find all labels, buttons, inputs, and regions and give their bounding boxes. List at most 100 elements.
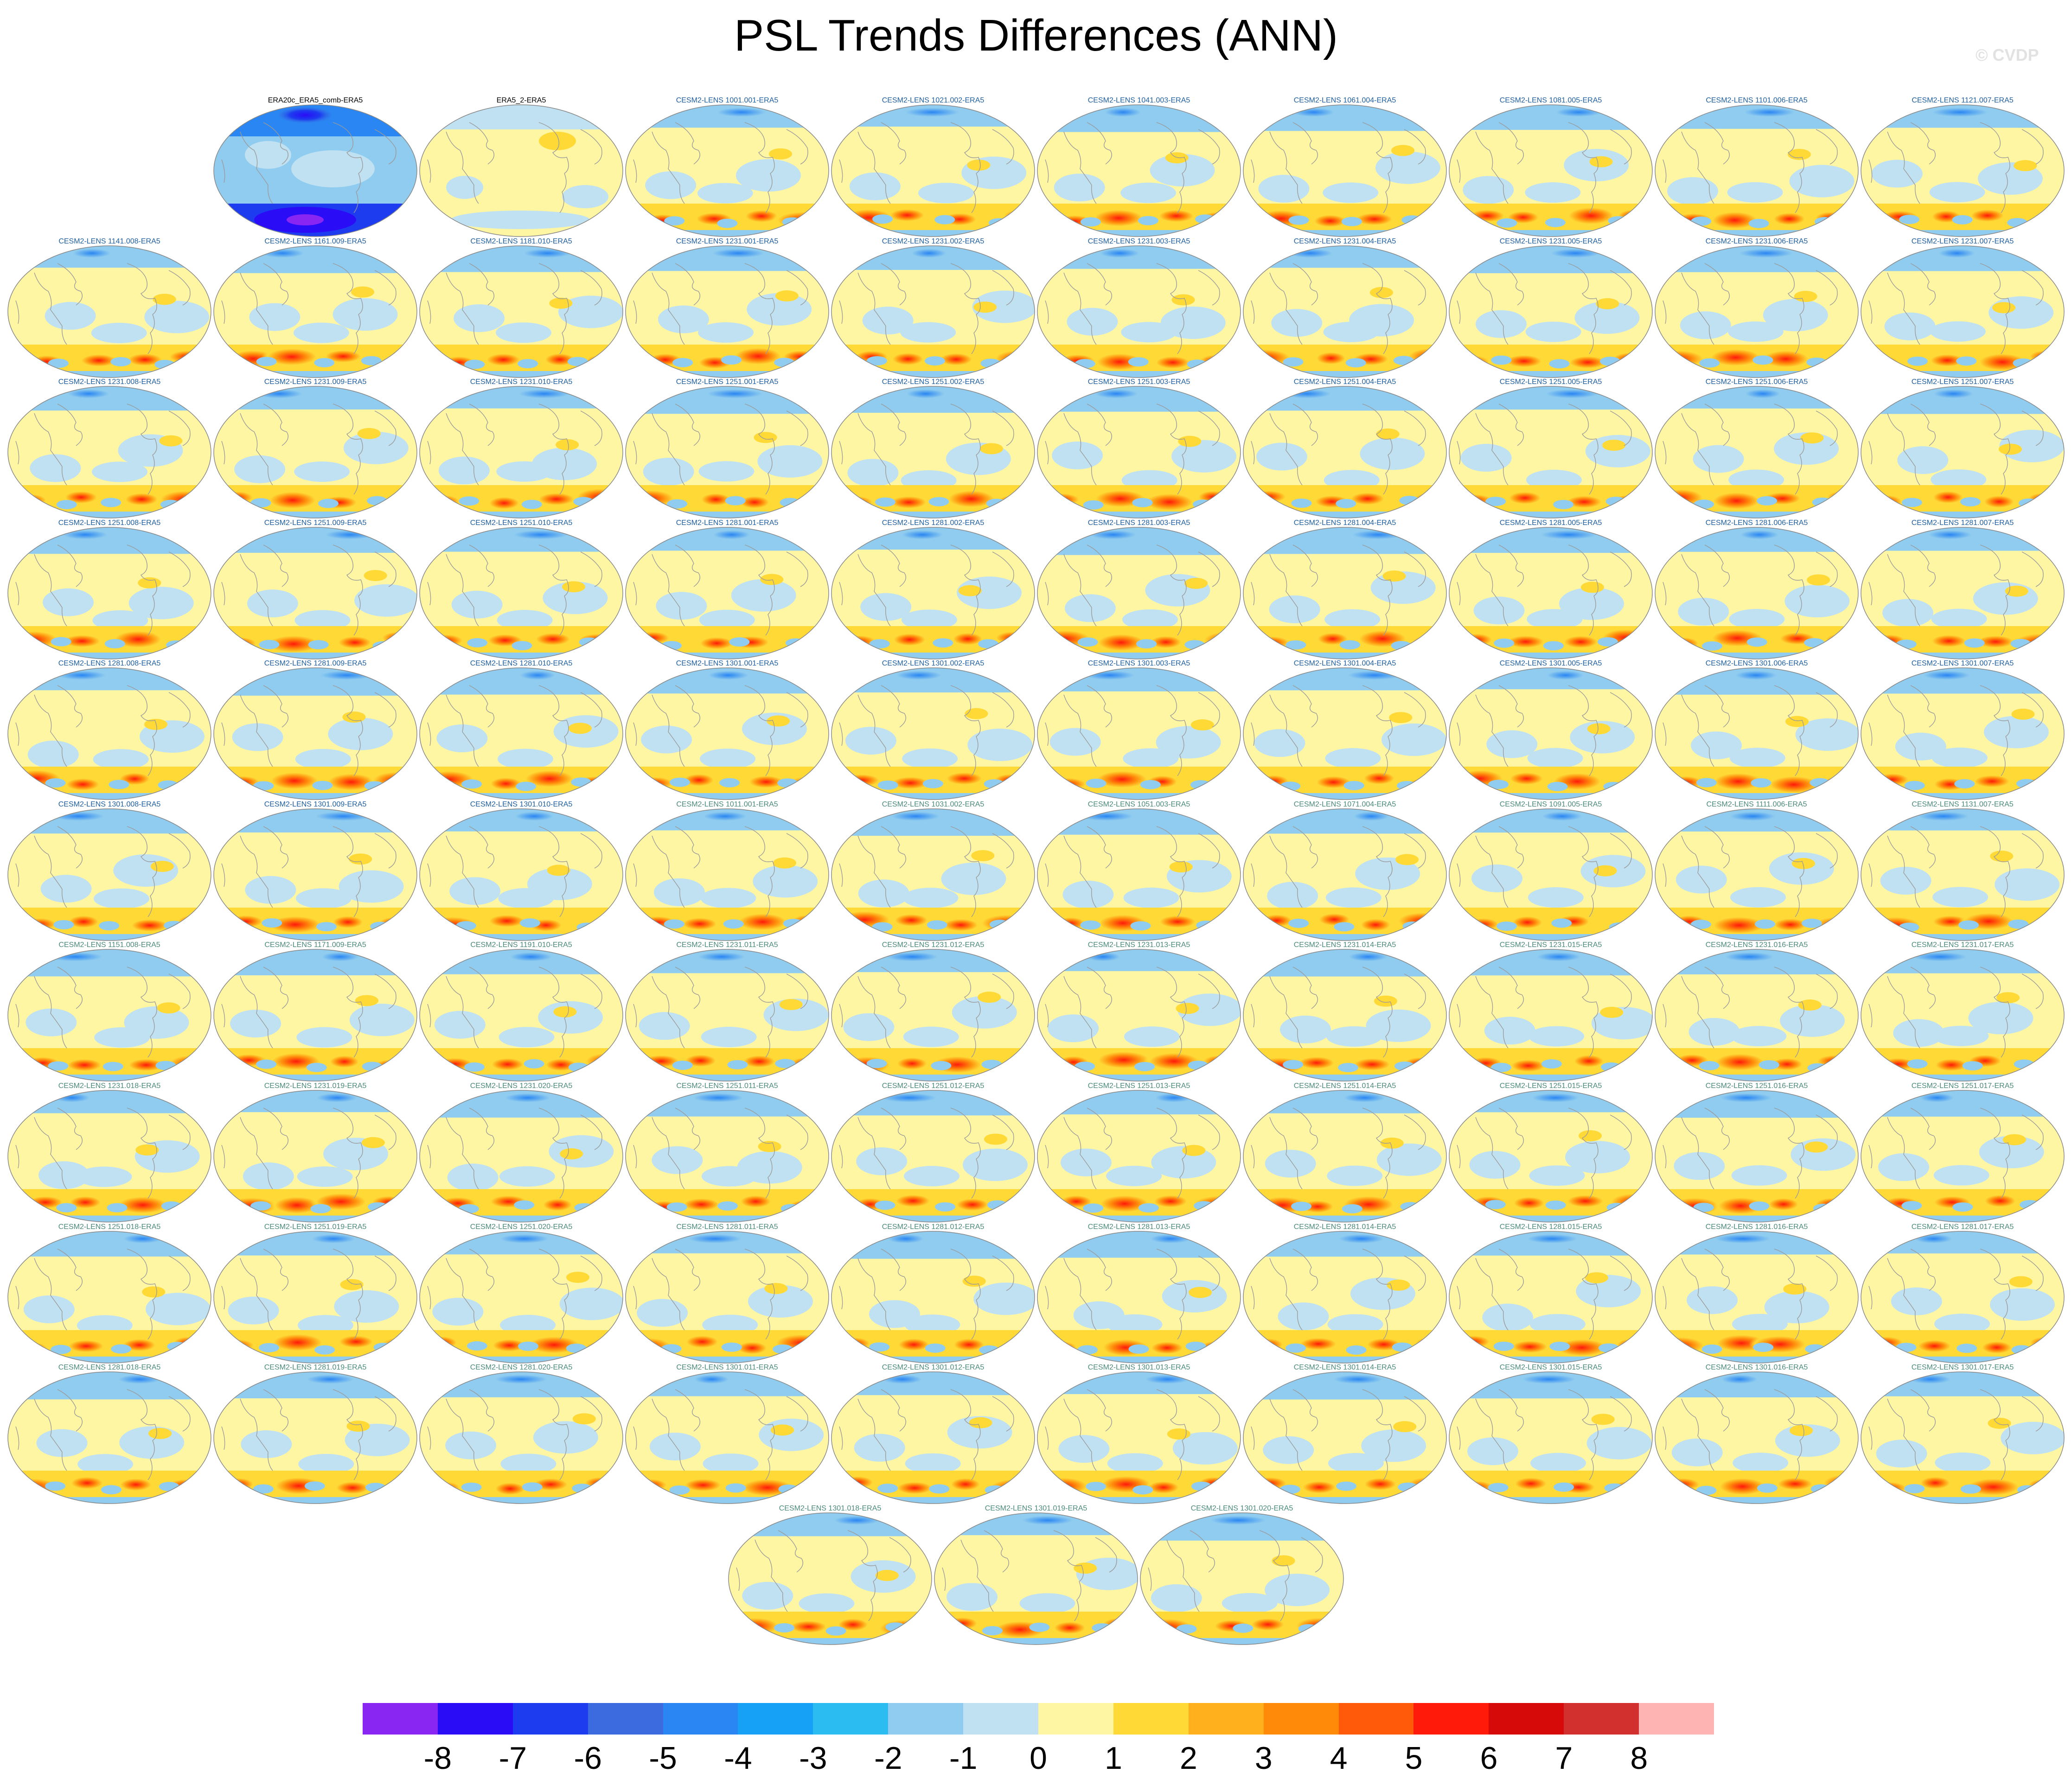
negative-anomaly: [314, 1345, 335, 1355]
panel-title: CESM2-LENS 1301.009-ERA5: [264, 800, 367, 808]
negative-anomaly: [1814, 217, 1835, 227]
map-plot: [1861, 949, 2065, 1082]
anomaly-region: [1263, 1436, 1314, 1464]
positive-anomaly: [1247, 1617, 1288, 1632]
map-border: [1655, 245, 1859, 378]
coastlines: [1251, 544, 1426, 636]
coastlines: [633, 685, 808, 776]
coastlines: [1457, 122, 1632, 213]
anomaly-region: [36, 1429, 88, 1457]
anomaly-region: [1323, 321, 1379, 342]
panel-title: CESM2-LENS 1281.006-ERA5: [1705, 519, 1808, 527]
positive-anomaly: [1041, 1340, 1080, 1355]
map-plot: [213, 245, 417, 378]
map-plot: [419, 245, 623, 378]
anomaly-region: [45, 302, 96, 330]
positive-anomaly: [1357, 917, 1394, 933]
arctic-field: [1037, 1231, 1241, 1258]
positive-anomaly: [1199, 1054, 1241, 1069]
anomaly-region: [333, 298, 398, 331]
map-panel: CESM2-LENS 1301.008-ERA5: [6, 800, 212, 942]
anomaly-region: [1376, 428, 1400, 440]
coastlines: [1251, 967, 1426, 1058]
coastlines: [1251, 1107, 1426, 1199]
negative-anomaly: [666, 1202, 687, 1212]
map-panel: CESM2-LENS 1281.002-ERA5: [830, 519, 1036, 660]
negative-anomaly: [1341, 217, 1362, 226]
negative-anomaly: [774, 1623, 795, 1632]
positive-anomaly: [270, 1475, 327, 1496]
coastlines: [1045, 1389, 1220, 1480]
negative-anomaly: [314, 358, 335, 368]
positive-anomaly: [891, 913, 932, 928]
map-plot: [7, 527, 211, 659]
negative-anomaly: [866, 1059, 887, 1069]
map-panel: CESM2-LENS 1231.013-ERA5: [1036, 941, 1242, 1082]
negative-anomaly: [725, 1483, 746, 1493]
map-border: [1243, 527, 1447, 659]
coastlines: [1251, 403, 1426, 495]
map-panel: CESM2-LENS 1301.013-ERA5: [1036, 1364, 1242, 1505]
map-panel: CESM2-LENS 1231.009-ERA5: [212, 378, 418, 519]
arctic-field: [8, 1231, 211, 1257]
positive-anomaly: [1978, 1340, 2015, 1355]
map-panel: CESM2-LENS 1281.011-ERA5: [624, 1223, 830, 1364]
anomaly-region: [497, 610, 553, 631]
panel-title: CESM2-LENS 1231.006-ERA5: [1705, 237, 1808, 245]
map-border: [625, 949, 829, 1082]
coastlines: [1148, 1530, 1323, 1621]
anomaly-region: [559, 1287, 623, 1320]
map-panel: CESM2-LENS 1301.003-ERA5: [1036, 659, 1242, 801]
negative-anomaly: [929, 1484, 950, 1494]
positive-anomaly: [1511, 1476, 1550, 1492]
negative-anomaly: [101, 498, 122, 507]
map-border: [1140, 1512, 1344, 1645]
anomaly-region: [138, 577, 161, 589]
anomaly-region: [1586, 1427, 1652, 1460]
coastlines: [1457, 403, 1632, 495]
coastlines: [427, 403, 602, 495]
colorbar-tick-label: -4: [724, 1741, 752, 1776]
negative-anomaly: [695, 668, 761, 683]
anomaly-region: [1156, 726, 1221, 759]
negative-anomaly: [1701, 641, 1722, 651]
map-panel: CESM2-LENS 1151.008-ERA5: [6, 941, 212, 1082]
negative-anomaly: [1545, 1200, 1566, 1210]
panel-title: CESM2-LENS 1301.008-ERA5: [58, 800, 161, 808]
map-border: [1243, 1371, 1447, 1504]
anomaly-region: [1326, 1026, 1382, 1047]
anomaly-region: [1891, 1287, 1942, 1315]
map-panel: CESM2-LENS 1281.018-ERA5: [6, 1364, 212, 1505]
panel-title: CESM2-LENS 1281.005-ERA5: [1499, 519, 1602, 527]
anomaly-region: [656, 592, 707, 620]
negative-anomaly: [1914, 527, 1986, 542]
anomaly-region: [1064, 594, 1116, 622]
map-plot: [7, 808, 211, 941]
positive-anomaly: [1249, 635, 1293, 650]
negative-anomaly: [1394, 1061, 1415, 1071]
anomaly-region: [1882, 599, 1934, 627]
map-border: [1449, 1371, 1653, 1504]
coastlines: [15, 263, 191, 354]
negative-anomaly: [571, 777, 592, 787]
map-plot: [213, 527, 417, 659]
anomaly-region: [1783, 1283, 1807, 1295]
panel-title: CESM2-LENS 1281.018-ERA5: [58, 1364, 161, 1371]
negative-anomaly: [1399, 496, 1420, 506]
negative-anomaly: [30, 949, 121, 964]
anomaly-region: [764, 1283, 788, 1294]
negative-anomaly: [519, 918, 540, 928]
negative-anomaly: [872, 922, 893, 932]
anomaly-region: [984, 1133, 1007, 1145]
anomaly-region: [1482, 1303, 1534, 1331]
map-panel: CESM2-LENS 1231.015-ERA5: [1448, 941, 1654, 1082]
positive-anomaly: [1091, 769, 1153, 790]
panel-title: CESM2-LENS 1301.014-ERA5: [1293, 1364, 1396, 1371]
negative-anomaly: [1128, 357, 1149, 367]
map-plot: [831, 1231, 1035, 1364]
map-border: [1655, 1090, 1859, 1223]
positive-anomaly: [65, 914, 102, 929]
coastlines: [15, 403, 191, 495]
map-plot: [7, 667, 211, 800]
colorbar-tick-label: 4: [1330, 1741, 1348, 1776]
